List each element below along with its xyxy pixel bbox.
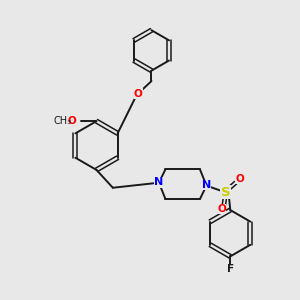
Text: CH₃: CH₃ xyxy=(54,116,72,126)
Text: O: O xyxy=(235,173,244,184)
Text: S: S xyxy=(221,186,231,199)
Text: N: N xyxy=(154,177,164,188)
Text: O: O xyxy=(218,204,226,214)
Text: O: O xyxy=(68,116,76,126)
Text: F: F xyxy=(227,264,234,274)
Text: O: O xyxy=(134,88,142,98)
Text: N: N xyxy=(202,180,211,190)
